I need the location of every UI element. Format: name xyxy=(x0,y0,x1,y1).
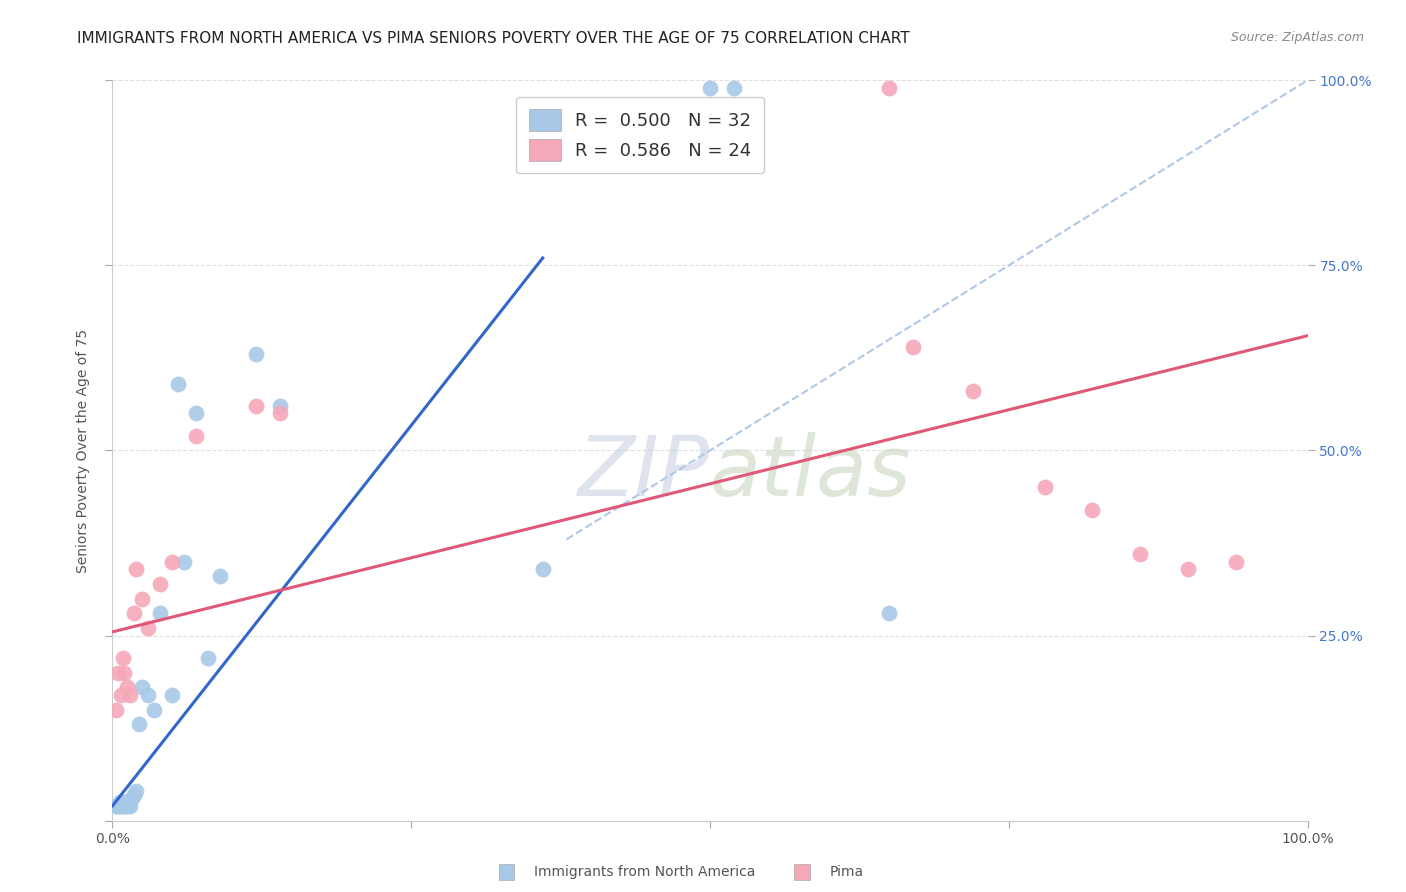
Point xyxy=(879,80,901,95)
Point xyxy=(269,407,291,421)
Point xyxy=(162,688,183,702)
Point xyxy=(245,399,267,413)
Point xyxy=(112,650,135,665)
Point xyxy=(108,795,131,809)
Point xyxy=(167,376,190,391)
Point xyxy=(105,703,128,717)
Point xyxy=(125,562,148,576)
Point xyxy=(122,607,145,621)
Point xyxy=(131,681,153,695)
Point xyxy=(114,795,136,809)
Point xyxy=(209,569,232,583)
Point xyxy=(1177,562,1199,576)
Point xyxy=(114,665,135,680)
Point xyxy=(111,798,134,813)
Point xyxy=(1081,502,1104,516)
Text: Immigrants from North America: Immigrants from North America xyxy=(534,865,755,880)
Point xyxy=(1129,547,1152,561)
Point xyxy=(121,791,143,805)
Point xyxy=(962,384,984,399)
Point xyxy=(245,347,267,361)
Point xyxy=(122,788,145,802)
Point xyxy=(138,621,160,635)
Bar xyxy=(499,864,515,880)
Point xyxy=(879,607,901,621)
Text: Pima: Pima xyxy=(830,865,863,880)
Point xyxy=(120,798,142,813)
Point xyxy=(110,798,132,813)
Point xyxy=(105,798,128,813)
Point xyxy=(120,688,142,702)
Y-axis label: Seniors Poverty Over the Age of 75: Seniors Poverty Over the Age of 75 xyxy=(76,328,90,573)
Bar xyxy=(794,864,810,880)
Point xyxy=(115,681,138,695)
Point xyxy=(138,688,160,702)
Text: ZIP: ZIP xyxy=(578,432,710,513)
Point xyxy=(105,798,128,813)
Point xyxy=(149,607,172,621)
Text: atlas: atlas xyxy=(710,432,911,513)
Point xyxy=(107,665,129,680)
Point xyxy=(162,555,183,569)
Point xyxy=(1033,480,1056,494)
Point xyxy=(117,795,139,809)
Point xyxy=(143,703,166,717)
Point xyxy=(149,576,172,591)
Point xyxy=(269,399,291,413)
Point xyxy=(173,555,195,569)
Text: IMMIGRANTS FROM NORTH AMERICA VS PIMA SENIORS POVERTY OVER THE AGE OF 75 CORRELA: IMMIGRANTS FROM NORTH AMERICA VS PIMA SE… xyxy=(77,31,910,46)
Point xyxy=(1225,555,1247,569)
Text: Source: ZipAtlas.com: Source: ZipAtlas.com xyxy=(1230,31,1364,45)
Point xyxy=(197,650,219,665)
Point xyxy=(115,798,138,813)
Point xyxy=(186,428,208,442)
Point xyxy=(723,80,745,95)
Point xyxy=(699,80,721,95)
Point xyxy=(125,784,148,798)
Point xyxy=(112,795,135,809)
Point xyxy=(186,407,208,421)
Point xyxy=(131,591,153,606)
Legend: R =  0.500   N = 32, R =  0.586   N = 24: R = 0.500 N = 32, R = 0.586 N = 24 xyxy=(516,96,765,173)
Point xyxy=(107,798,129,813)
Point xyxy=(903,340,925,354)
Point xyxy=(110,688,132,702)
Point xyxy=(128,717,150,731)
Point xyxy=(531,562,554,576)
Point xyxy=(114,798,135,813)
